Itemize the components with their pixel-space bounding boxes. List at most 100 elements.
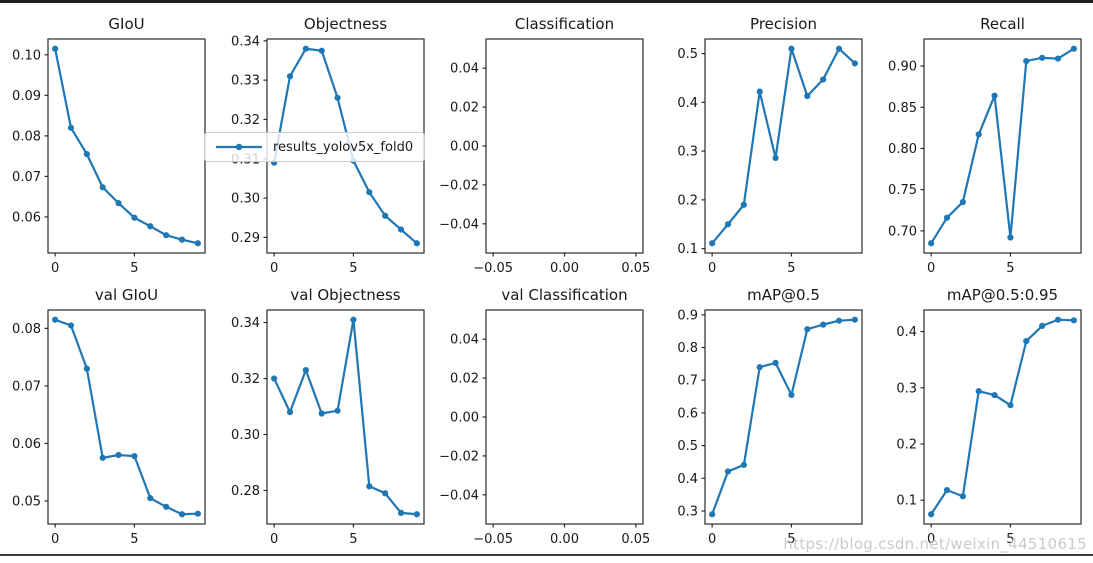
svg-text:5: 5: [787, 532, 795, 547]
svg-text:0.00: 0.00: [450, 140, 479, 155]
svg-text:0.7: 0.7: [677, 374, 698, 389]
svg-text:0.1: 0.1: [677, 242, 698, 257]
svg-text:0.5: 0.5: [677, 47, 698, 62]
svg-text:5: 5: [130, 532, 138, 547]
svg-text:0.00: 0.00: [450, 411, 479, 426]
val-giou-plot-canvas: 0.08 0.07 0.06 0.05 0 5: [12, 309, 206, 547]
svg-text:0: 0: [51, 532, 59, 547]
subplot-title: GIoU: [108, 15, 145, 33]
val-classification-plot-canvas: 0.04 0.02 0.00 −0.02 −0.04 −0.05 0.00 0.05: [439, 309, 650, 547]
subplot-title: val Classification: [501, 286, 628, 304]
val-objectness-plot-canvas: 0.34 0.32 0.30 0.28 0 5: [231, 309, 425, 547]
svg-text:0: 0: [927, 261, 935, 276]
legend-box: results_yolov5x_fold0: [204, 132, 426, 162]
svg-text:−0.04: −0.04: [439, 217, 479, 232]
svg-text:0: 0: [927, 532, 935, 547]
svg-text:5: 5: [1006, 261, 1014, 276]
svg-text:0.05: 0.05: [621, 532, 650, 547]
subplot-title: Recall: [980, 15, 1025, 33]
svg-text:0.3: 0.3: [677, 505, 698, 520]
subplot-title: val Objectness: [290, 286, 401, 304]
svg-text:0.3: 0.3: [896, 381, 917, 396]
svg-text:0.07: 0.07: [12, 170, 41, 185]
svg-text:0.06: 0.06: [12, 437, 41, 452]
subplot-val-objectness: 0.34 0.32 0.30 0.28 0 5 val Objectness: [219, 277, 438, 555]
svg-text:0.3: 0.3: [677, 145, 698, 160]
giou-plot-canvas: 0.10 0.09 0.08 0.07 0.06 0 5: [12, 38, 206, 276]
svg-text:0.08: 0.08: [12, 129, 41, 144]
svg-text:0.05: 0.05: [621, 261, 650, 276]
svg-text:0.28: 0.28: [231, 484, 260, 499]
map-0-5-plot-canvas: 0.9 0.8 0.7 0.6 0.5 0.4 0.3 0 5: [677, 308, 863, 547]
svg-text:0.32: 0.32: [231, 113, 260, 128]
svg-text:0: 0: [51, 261, 59, 276]
svg-text:0.30: 0.30: [231, 428, 260, 443]
svg-text:0: 0: [270, 532, 278, 547]
svg-text:0.2: 0.2: [677, 193, 698, 208]
svg-text:5: 5: [349, 532, 357, 547]
subplot-title: Objectness: [303, 15, 388, 33]
subplot-title: Precision: [750, 15, 817, 33]
subplot-recall: 0.90 0.85 0.80 0.75 0.70 0 5 Recall: [876, 6, 1093, 284]
subplot-giou: 0.10 0.09 0.08 0.07 0.06 0 5 GIoU: [0, 6, 219, 284]
svg-text:0.05: 0.05: [12, 495, 41, 510]
subplot-precision: 0.5 0.4 0.3 0.2 0.1 0 5 Precision: [657, 6, 876, 284]
svg-text:−0.02: −0.02: [439, 449, 479, 464]
svg-text:0.4: 0.4: [677, 472, 698, 487]
svg-text:0.5: 0.5: [677, 439, 698, 454]
svg-text:0.2: 0.2: [896, 437, 917, 452]
svg-text:0.07: 0.07: [12, 379, 41, 394]
subplot-classification: 0.04 0.02 0.00 −0.02 −0.04 −0.05 0.00 0.05 Clas…: [438, 6, 657, 284]
svg-text:0.1: 0.1: [896, 494, 917, 509]
svg-text:0.85: 0.85: [888, 101, 917, 116]
subplot-val-giou: 0.08 0.07 0.06 0.05 0 5 val GIoU: [0, 277, 219, 555]
watermark-url: https://blog.csdn.net/weixin_44510615: [783, 535, 1087, 553]
svg-text:0.6: 0.6: [677, 406, 698, 421]
svg-text:0.4: 0.4: [677, 96, 698, 111]
legend-series-label: results_yolov5x_fold0: [273, 139, 414, 155]
bottom-divider: [0, 554, 1093, 556]
svg-text:0.10: 0.10: [12, 48, 41, 63]
subplot-title: mAP@0.5:0.95: [946, 286, 1059, 304]
svg-text:−0.04: −0.04: [439, 488, 479, 503]
svg-text:0.02: 0.02: [450, 101, 479, 116]
subplot-title: val GIoU: [94, 286, 159, 304]
svg-text:0.9: 0.9: [677, 308, 698, 323]
subplot-val-classification: 0.04 0.02 0.00 −0.02 −0.04 −0.05 0.00 0.05 val …: [438, 277, 657, 555]
svg-text:0.33: 0.33: [231, 74, 260, 89]
subplot-map05: 0.9 0.8 0.7 0.6 0.5 0.4 0.3 0 5 mAP@0.5: [657, 277, 876, 555]
subplot-map05-095: 0.4 0.3 0.2 0.1 0 5 mAP@0.5:0.95: [876, 277, 1093, 555]
svg-text:0.00: 0.00: [550, 532, 579, 547]
svg-text:0.70: 0.70: [888, 224, 917, 239]
subplot-title: mAP@0.5: [747, 286, 820, 304]
svg-text:0.34: 0.34: [231, 34, 260, 49]
svg-text:0.00: 0.00: [550, 261, 579, 276]
svg-text:0.06: 0.06: [12, 210, 41, 225]
svg-text:5: 5: [349, 261, 357, 276]
top-divider: [0, 0, 1093, 3]
svg-text:0.90: 0.90: [888, 60, 917, 75]
legend-line-marker-icon: [216, 143, 262, 151]
svg-text:0.4: 0.4: [896, 325, 917, 340]
svg-text:5: 5: [1006, 532, 1014, 547]
svg-text:0.09: 0.09: [12, 89, 41, 104]
svg-text:0.30: 0.30: [231, 192, 260, 207]
svg-text:0: 0: [708, 532, 716, 547]
svg-text:0.34: 0.34: [231, 316, 260, 331]
svg-text:0.80: 0.80: [888, 142, 917, 157]
classification-plot-canvas: 0.04 0.02 0.00 −0.02 −0.04 −0.05 0.00 0.05: [439, 38, 650, 276]
svg-text:0: 0: [270, 261, 278, 276]
svg-text:0.02: 0.02: [450, 372, 479, 387]
svg-text:0: 0: [708, 261, 716, 276]
svg-text:−0.05: −0.05: [473, 261, 513, 276]
svg-text:0.04: 0.04: [450, 333, 479, 348]
recall-plot-canvas: 0.90 0.85 0.80 0.75 0.70 0 5: [888, 38, 1082, 276]
map-0-5-0-95-plot-canvas: 0.4 0.3 0.2 0.1 0 5: [896, 309, 1082, 547]
svg-text:−0.02: −0.02: [439, 178, 479, 193]
svg-text:5: 5: [130, 261, 138, 276]
svg-text:0.08: 0.08: [12, 322, 41, 337]
svg-text:0.32: 0.32: [231, 372, 260, 387]
svg-text:−0.05: −0.05: [473, 532, 513, 547]
subplot-title: Classification: [514, 15, 615, 33]
